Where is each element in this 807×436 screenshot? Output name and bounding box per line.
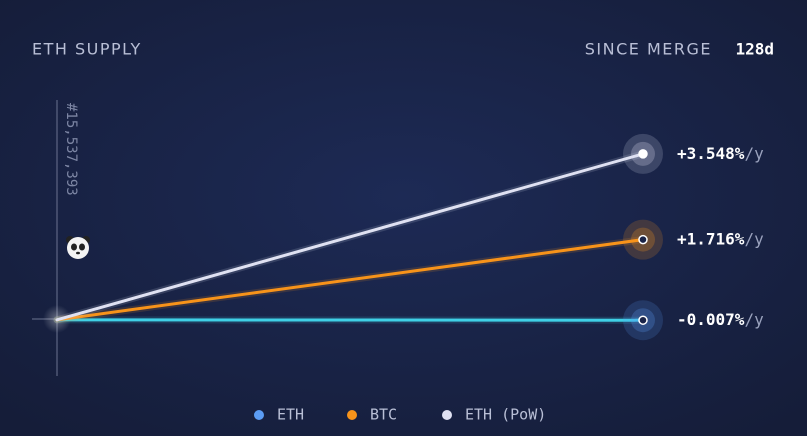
legend-swatch: [442, 410, 452, 420]
value-label: -0.007%/y: [677, 310, 764, 329]
series-line: [55, 152, 645, 322]
end-point: [638, 315, 648, 325]
value-label-number: -0.007%: [677, 310, 745, 329]
period-label: SINCE MERGE: [585, 40, 712, 59]
panda-icon: [66, 236, 90, 259]
chart-title: ETH SUPPLY: [32, 40, 142, 59]
value-label-number: +3.548%: [677, 143, 745, 162]
value-label-unit: /y: [744, 310, 764, 329]
end-point: [638, 149, 648, 159]
value-label: +3.548%/y: [677, 143, 764, 162]
value-label-unit: /y: [744, 143, 764, 162]
value-label: +1.716%/y: [677, 229, 764, 248]
block-number: #15,537,393: [63, 103, 79, 196]
legend-label: ETH: [277, 406, 304, 424]
value-label-unit: /y: [744, 229, 764, 248]
legend-swatch: [347, 410, 357, 420]
legend-label: BTC: [370, 406, 397, 424]
value-label-number: +1.716%: [677, 229, 745, 248]
period-value: 128d: [735, 40, 774, 59]
legend-swatch: [254, 410, 264, 420]
series-line: [55, 238, 645, 322]
legend-label: ETH (PoW): [465, 406, 546, 424]
end-point: [638, 234, 648, 245]
